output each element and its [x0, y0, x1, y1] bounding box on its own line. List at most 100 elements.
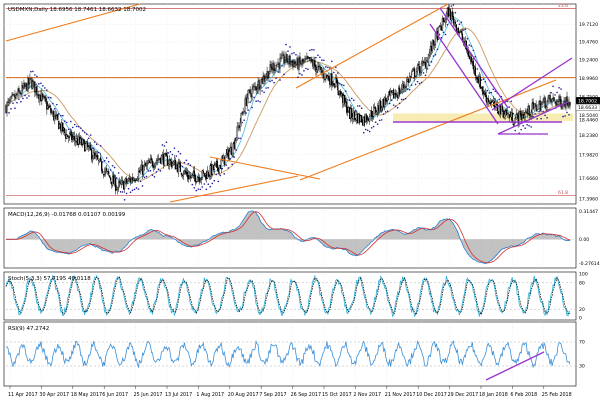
candle-body — [552, 98, 554, 100]
candle-body — [515, 113, 517, 120]
candle-body — [194, 175, 196, 183]
candle-body — [126, 181, 129, 184]
stoch-d-line — [5, 275, 571, 315]
rsi-panel-frame — [3, 321, 577, 387]
candle-body — [18, 88, 20, 92]
sar-dot — [165, 141, 168, 144]
candle-body — [484, 92, 486, 97]
candle-body — [281, 54, 283, 59]
candle-body — [251, 88, 253, 97]
candle-body — [423, 61, 426, 64]
candle-body — [316, 69, 318, 73]
candle-body — [216, 160, 218, 169]
macd-tick-label: 0.31447 — [579, 209, 598, 215]
candle-body — [131, 177, 134, 181]
macd-signal-line — [6, 211, 571, 264]
sar-dot — [243, 119, 245, 121]
price-tag-box — [575, 103, 600, 111]
candle-body — [432, 39, 435, 45]
candle-body — [555, 101, 557, 106]
sar-dot — [181, 165, 184, 168]
candle-body — [93, 152, 95, 160]
sar-dot — [60, 114, 62, 117]
candle-body — [185, 171, 188, 174]
candle-body — [51, 112, 53, 114]
trendline — [5, 3, 141, 42]
candle-body — [79, 136, 81, 143]
candle-body — [311, 59, 313, 62]
candle-body — [83, 139, 85, 141]
sar-dot — [89, 134, 92, 136]
sar-dot — [10, 107, 12, 110]
candle-body — [108, 175, 111, 178]
candle-body — [37, 94, 39, 96]
stoch-title: Stoch(5,3,3) 57.7195 49.0118 — [8, 276, 91, 282]
candle-body — [67, 134, 69, 137]
candle-body — [539, 100, 541, 111]
candle-body — [447, 7, 450, 17]
fib-label: 23.6 — [558, 3, 568, 9]
candle-body — [408, 76, 411, 82]
candle-body — [243, 111, 245, 114]
candle-body — [246, 97, 248, 107]
sar-dot — [30, 70, 32, 73]
candle-body — [242, 111, 244, 114]
sar-dot — [149, 169, 152, 172]
candle-body — [76, 138, 78, 142]
candle-body — [469, 57, 472, 60]
candle-body — [314, 60, 316, 67]
sar-dot — [402, 98, 405, 101]
candle-body — [177, 163, 180, 174]
candle-body — [117, 182, 120, 188]
candle-body — [203, 173, 205, 177]
sar-dot — [378, 119, 381, 122]
candle-body — [191, 173, 193, 176]
stoch-body — [5, 274, 576, 318]
sar-dot — [137, 188, 140, 190]
candle-body — [226, 149, 228, 154]
candle-body — [102, 170, 104, 173]
sar-dot — [191, 183, 194, 186]
candle-body — [293, 62, 295, 68]
x-tick-label: 13 Jul 2017 — [165, 392, 192, 398]
candle-body — [485, 95, 487, 102]
sar-dot — [460, 21, 463, 24]
candle-body — [377, 105, 379, 113]
candle-body — [279, 57, 281, 69]
rsi-tick-label: 30 — [579, 364, 585, 370]
candle-body — [68, 137, 70, 139]
candle-body — [84, 141, 86, 152]
sar-dot — [458, 23, 461, 26]
sar-dot — [390, 99, 393, 101]
candle-body — [13, 94, 15, 96]
candle-body — [454, 21, 457, 24]
sar-dot — [275, 77, 277, 79]
candle-body — [261, 77, 263, 84]
candle-body — [356, 114, 358, 121]
candle-body — [250, 95, 252, 98]
sar-dot — [245, 112, 247, 114]
candle-body — [461, 33, 464, 41]
sar-dot — [153, 176, 156, 178]
candle-body — [305, 58, 307, 60]
sar-dot — [488, 92, 491, 94]
candle-body — [230, 146, 232, 155]
candle-body — [483, 91, 485, 94]
candle-body — [379, 100, 381, 112]
sar-dot — [484, 80, 487, 83]
candle-body — [166, 155, 169, 166]
sar-dot — [295, 53, 297, 56]
candle-body — [397, 88, 400, 99]
candle-body — [139, 169, 142, 172]
sar-dot — [346, 99, 349, 101]
sar-dot — [540, 117, 542, 120]
candle-body — [351, 108, 353, 118]
candle-body — [299, 56, 301, 63]
sar-dot — [331, 60, 333, 63]
candle-body — [326, 74, 328, 77]
sar-dot — [169, 151, 172, 153]
candle-body — [460, 30, 463, 34]
sar-dot — [442, 31, 445, 34]
sar-dot — [127, 187, 130, 190]
candle-body — [33, 81, 35, 83]
